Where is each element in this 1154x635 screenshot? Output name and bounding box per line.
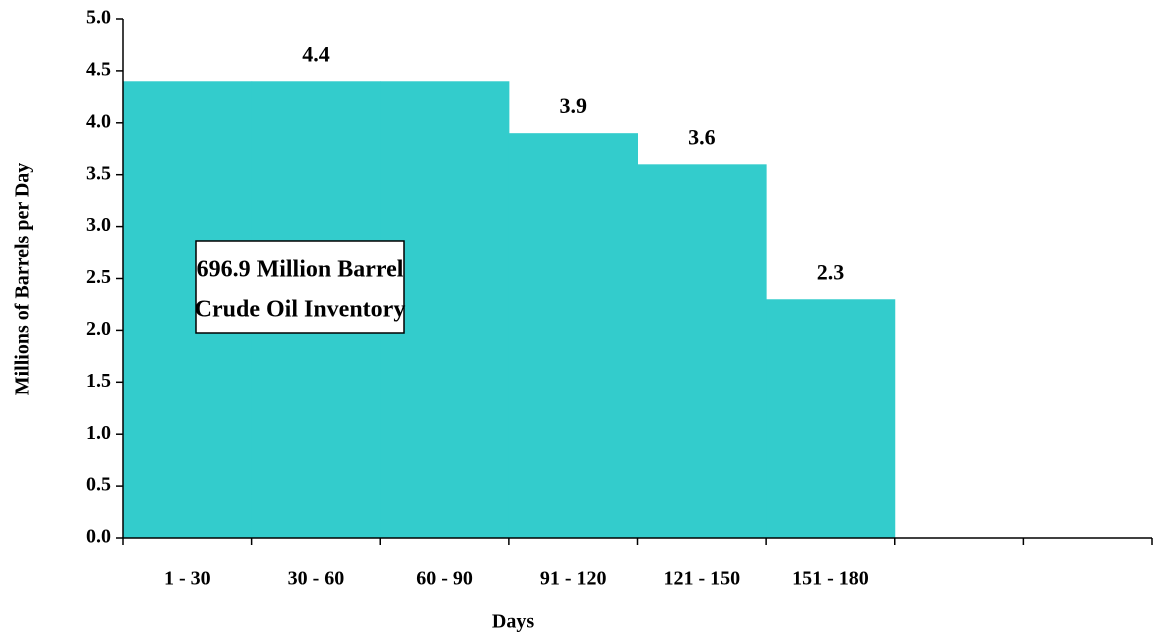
y-tick-label: 4.5 xyxy=(86,58,111,80)
annotation-text: 696.9 Million Barrel xyxy=(197,257,404,283)
y-tick-label: 3.5 xyxy=(86,162,111,184)
value-label: 4.4 xyxy=(302,41,330,66)
x-tick-label: 121 - 150 xyxy=(663,568,740,590)
value-label: 3.6 xyxy=(688,124,716,149)
x-tick-label: 1 - 30 xyxy=(164,568,211,590)
annotation-box xyxy=(195,240,405,334)
value-label: 3.9 xyxy=(559,93,587,118)
bar xyxy=(508,133,638,538)
y-tick-label: 0.0 xyxy=(86,526,111,548)
y-tick-label: 4.0 xyxy=(86,110,111,132)
y-tick-label: 2.0 xyxy=(86,318,111,340)
x-tick-label: 91 - 120 xyxy=(540,568,607,590)
y-tick-label: 5.0 xyxy=(86,7,111,29)
y-tick-label: 3.0 xyxy=(86,214,111,236)
y-tick-label: 1.5 xyxy=(86,370,111,392)
y-tick-label: 1.0 xyxy=(86,422,111,444)
value-label: 2.3 xyxy=(817,259,845,284)
x-tick-label: 30 - 60 xyxy=(288,568,345,590)
annotation-text: Crude Oil Inventory xyxy=(195,297,406,323)
y-axis-title: Millions of Barrels per Day xyxy=(12,163,34,396)
y-tick-label: 0.5 xyxy=(86,474,111,496)
bar xyxy=(637,164,767,538)
x-tick-label: 151 - 180 xyxy=(792,568,869,590)
x-tick-label: 60 - 90 xyxy=(416,568,473,590)
y-tick-label: 2.5 xyxy=(86,266,111,288)
bar xyxy=(766,299,896,538)
x-axis-title: Days xyxy=(492,611,534,633)
